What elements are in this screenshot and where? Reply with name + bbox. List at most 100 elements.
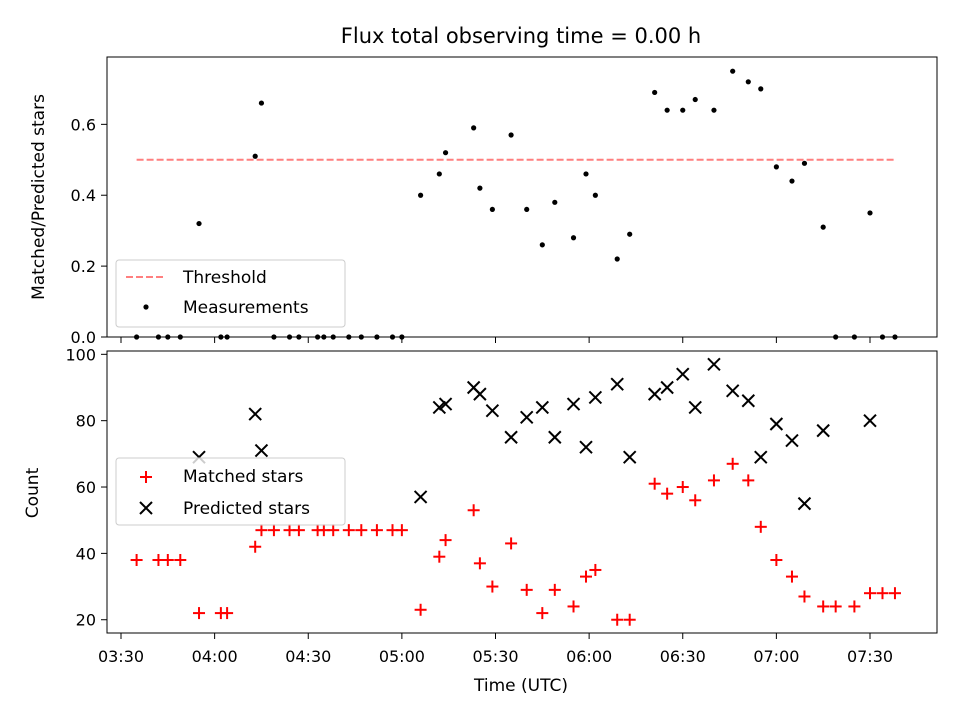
predicted-stars-point	[676, 367, 690, 381]
measurement-point	[692, 96, 698, 103]
matched-stars-point	[505, 537, 518, 550]
matched-stars-point	[876, 587, 889, 600]
matched-stars-point	[648, 477, 661, 490]
bottom-legend-frame	[115, 457, 346, 526]
x-tick-label: 05:30	[472, 647, 518, 666]
predicted-stars-point	[254, 443, 269, 458]
matched-stars-point	[548, 583, 561, 596]
top-y-tick-label: 0.4	[71, 186, 96, 205]
legend-measurements-label: Measurements	[183, 298, 309, 318]
x-tick-label: 06:30	[660, 647, 706, 666]
measurement-point	[773, 164, 779, 170]
measurement-point	[592, 192, 598, 198]
x-axis-label: Time (UTC)	[473, 676, 568, 696]
measurement-point	[664, 107, 670, 113]
matched-stars-point	[355, 524, 368, 537]
predicted-stars-point	[548, 430, 562, 444]
legend-threshold-label: Threshold	[182, 268, 267, 288]
measurement-point	[524, 206, 530, 213]
measurement-point	[552, 199, 558, 205]
x-tick-label: 03:30	[98, 647, 144, 666]
top-y-tick-label: 0.0	[71, 328, 96, 347]
bottom-y-axis-label: Count	[23, 467, 43, 518]
matched-stars-point	[726, 457, 739, 470]
bottom-axes-frame	[106, 350, 938, 634]
bottom-panel: 20 40 60 80 100 03:30 04:00 04:30 05:00 05:30 06:…	[23, 345, 938, 696]
top-x-ticks	[120, 337, 871, 343]
predicted-stars-point	[622, 450, 637, 464]
x-tick-label: 04:00	[192, 647, 238, 666]
matched-stars-point	[161, 554, 174, 567]
matched-stars-point	[249, 540, 262, 553]
matched-stars-point	[486, 580, 499, 593]
matched-stars-point	[193, 607, 206, 620]
measurement-point	[627, 231, 633, 237]
measurement-point	[252, 153, 258, 159]
matched-stars-point	[327, 524, 340, 537]
predicted-stars-point	[816, 423, 830, 438]
top-legend: Threshold Measurements	[115, 259, 346, 328]
bottom-y-ticks: 20 40 60 80 100	[65, 345, 107, 630]
measurement-point	[570, 235, 577, 241]
matched-stars-point	[689, 494, 702, 507]
matched-stars-point	[395, 524, 408, 537]
x-tick-label: 07:00	[753, 647, 799, 666]
matched-stars-point	[520, 583, 533, 596]
measurement-point	[711, 107, 717, 113]
matched-stars-point	[292, 524, 305, 537]
bottom-x-ticks: 03:30 04:00 04:30 05:00 05:30 06:00 06:30 07:00…	[98, 633, 893, 666]
predicted-stars-point	[660, 380, 674, 395]
predicted-stars-point	[741, 394, 755, 408]
measurement-point	[758, 86, 764, 92]
matched-stars-point	[864, 587, 876, 600]
top-y-axis-label: Matched/Predicted stars	[29, 94, 49, 300]
bottom-y-tick-label: 20	[76, 611, 96, 630]
matched-stars-point	[817, 600, 830, 613]
chart-title: Flux total observing time = 0.00 h	[341, 24, 701, 48]
measurement-point	[477, 185, 483, 191]
top-plot-marks	[134, 68, 898, 340]
predicted-stars-point	[725, 384, 740, 398]
predicted-stars-point	[579, 440, 593, 454]
predicted-stars-point	[566, 397, 581, 411]
matched-stars-point	[174, 554, 187, 567]
top-legend-frame	[115, 259, 346, 328]
measurement-point	[867, 210, 873, 216]
measurement-point	[436, 171, 442, 177]
measurement-point	[789, 178, 795, 184]
predicted-stars-point	[520, 410, 534, 425]
predicted-stars-point	[248, 407, 262, 421]
matched-stars-point	[661, 487, 674, 500]
predicted-stars-point	[754, 450, 768, 464]
bottom-legend: Matched stars Predicted stars	[115, 457, 346, 526]
matched-stars-point	[536, 607, 549, 620]
predicted-stars-point	[797, 496, 812, 511]
measurement-point	[258, 100, 265, 106]
matched-stars-point	[267, 524, 280, 537]
legend-matched-swatch	[140, 471, 152, 483]
measurement-point	[418, 192, 424, 198]
top-y-ticks: 0.0 0.2 0.4 0.6	[71, 115, 107, 347]
predicted-stars-point	[588, 390, 603, 405]
matched-stars-point	[342, 524, 355, 537]
matched-stars-point	[433, 550, 446, 563]
matched-stars-point	[473, 557, 486, 570]
measurement-point	[820, 224, 826, 230]
matched-stars-point	[623, 613, 636, 626]
measurement-point	[801, 160, 808, 166]
measurement-point	[196, 220, 202, 227]
bottom-y-tick-label: 40	[76, 544, 96, 563]
matched-stars-point	[785, 570, 798, 583]
matched-stars-point	[414, 603, 427, 616]
matched-stars-point	[770, 554, 783, 567]
x-tick-label: 05:00	[379, 647, 425, 666]
measurement-point	[745, 79, 751, 85]
predicted-stars-point	[438, 397, 453, 411]
measurement-point	[680, 107, 686, 113]
legend-predicted-label: Predicted stars	[183, 499, 310, 519]
predicted-stars-point	[473, 387, 487, 401]
legend-measurements-swatch	[143, 304, 149, 310]
matched-stars-point	[589, 563, 602, 576]
predicted-stars-point	[707, 357, 721, 371]
